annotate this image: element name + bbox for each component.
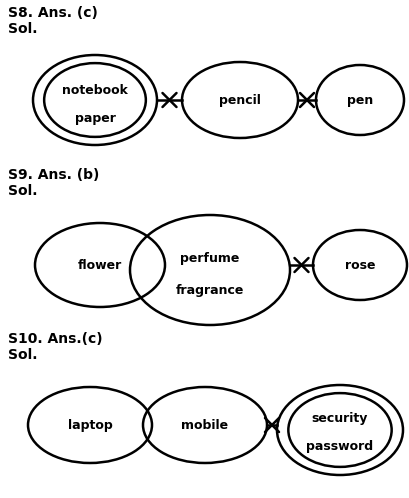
- Text: rose: rose: [345, 258, 375, 271]
- Text: S8. Ans. (c): S8. Ans. (c): [8, 6, 98, 20]
- Text: Sol.: Sol.: [8, 22, 38, 36]
- Text: laptop: laptop: [67, 418, 112, 431]
- Text: paper: paper: [74, 112, 115, 124]
- Text: password: password: [306, 440, 373, 453]
- Text: pen: pen: [347, 94, 373, 107]
- Text: S9. Ans. (b): S9. Ans. (b): [8, 168, 99, 182]
- Text: Sol.: Sol.: [8, 184, 38, 198]
- Text: notebook: notebook: [62, 84, 128, 97]
- Text: mobile: mobile: [182, 418, 229, 431]
- Text: pencil: pencil: [219, 94, 261, 107]
- Text: Sol.: Sol.: [8, 348, 38, 362]
- Text: security: security: [312, 411, 368, 424]
- Text: S10. Ans.(c): S10. Ans.(c): [8, 332, 103, 346]
- Text: flower: flower: [78, 258, 122, 271]
- Text: fragrance: fragrance: [176, 283, 244, 296]
- Text: perfume: perfume: [180, 251, 240, 264]
